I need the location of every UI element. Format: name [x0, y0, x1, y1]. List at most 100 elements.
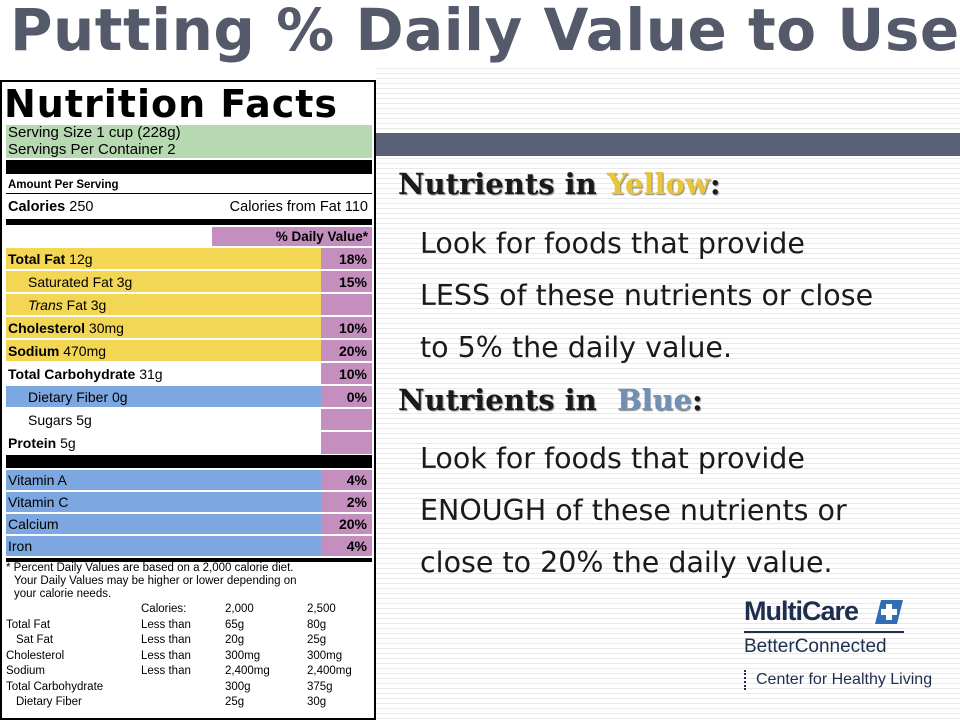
table-cell: Sat Fat [16, 634, 54, 646]
footnote-line-2: Your Daily Values may be higher or lower… [14, 575, 297, 587]
nutrient-name-bold: Protein [8, 435, 57, 451]
table-row: Total Carbohydrate 300g 375g [6, 680, 370, 696]
logo-cross-icon [875, 600, 903, 624]
table-cell: 375g [307, 680, 333, 693]
nutrient-name: Total Carbohydrate 31g [6, 366, 321, 382]
table-cell: Total Carbohydrate [6, 680, 104, 693]
nutrient-row: Protein 5g [6, 432, 372, 454]
nutrient-amount: 12g [65, 250, 93, 267]
vitamin-percent: 2% [321, 492, 372, 512]
nutrient-row: Total Fat 12g 18% [6, 248, 372, 269]
serving-info-panel [6, 125, 372, 158]
nutrient-percent: 20% [321, 340, 372, 361]
yellow-line-3: to 5% the daily value. [420, 331, 732, 364]
table-cell: 25g [225, 696, 245, 708]
nutrient-name: Sodium 470mg [6, 343, 321, 359]
amount-per-serving: Amount Per Serving [8, 179, 119, 191]
footnote-rule [6, 558, 372, 562]
table-cell: 300mg [307, 649, 343, 662]
blue-line-1: Look for foods that provide [420, 442, 805, 475]
table-cell: 2,400mg [307, 665, 352, 677]
yellow-heading: Nutrients in Yellow: [398, 167, 721, 201]
vitamin-name: Calcium [8, 516, 59, 532]
nutrient-percent: 0% [321, 386, 372, 407]
nutrient-percent: 18% [321, 248, 372, 269]
blue-heading-suffix: : [692, 383, 703, 417]
nutrient-name-bold: Total Carbohydrate [8, 365, 136, 382]
yellow-heading-word: Yellow [606, 167, 710, 201]
vitamin-row: Vitamin C 2% [6, 492, 372, 512]
table-cell: Cholesterol [6, 649, 65, 662]
table-row: Total Fat Less than 65g 80g [6, 618, 370, 634]
vitamin-percent: 20% [321, 514, 372, 534]
slide-title: Putting % Daily Value to Use [10, 0, 960, 64]
thin-rule [6, 193, 372, 194]
nutrient-percent [321, 294, 372, 315]
nutrient-name-bold: Total Fat [8, 250, 66, 267]
blue-body: Look for foods that provide ENOUGH of th… [420, 433, 955, 589]
nutrient-amount: 31g [135, 365, 163, 382]
table-row: Sodium Less than 2,400mg 2,400mg [6, 664, 370, 680]
nutrient-row: Dietary Fiber 0g 0% [6, 386, 372, 407]
nutrient-amount: 470mg [59, 342, 107, 359]
yellow-heading-suffix: : [709, 167, 721, 201]
table-cell: 300g [225, 680, 251, 693]
label-title: Nutrition Facts [4, 82, 339, 126]
serving-size: Serving Size 1 cup (228g) [8, 124, 181, 141]
table-cell: Less than [141, 665, 191, 677]
table-cell: Sodium [6, 665, 45, 677]
vitamin-percent: 4% [321, 536, 372, 556]
table-cell [141, 680, 225, 696]
vitamin-row: Calcium 20% [6, 514, 372, 534]
footnote-line-1: * Percent Daily Values are based on a 2,… [6, 562, 294, 574]
nutrient-percent [321, 409, 372, 430]
table-cell: 300mg [225, 649, 261, 662]
table-cell: Less than [141, 649, 191, 662]
nutrient-name: Total Fat 12g [6, 251, 321, 267]
nutrient-name: Sugars 5g [6, 412, 321, 428]
nutrient-row: Sodium 470mg 20% [6, 340, 372, 361]
nutrient-amount: Dietary Fiber 0g [28, 388, 128, 405]
nutrient-row: Sugars 5g [6, 409, 372, 430]
thick-rule [6, 160, 372, 174]
yellow-heading-prefix: Nutrients in [398, 167, 607, 201]
daily-value-header-row: % Daily Value* [6, 227, 372, 246]
nutrient-row: Saturated Fat 3g 15% [6, 271, 372, 292]
calories-row: Calories 250 Calories from Fat 110 [6, 196, 372, 218]
nutrient-amount: Saturated Fat 3g [28, 273, 133, 290]
nutrient-name: Cholesterol 30mg [6, 320, 321, 336]
logo-divider [744, 631, 904, 633]
background-stripes [376, 64, 960, 720]
vitamins-rule [6, 455, 372, 468]
vitamin-percent: 4% [321, 470, 372, 490]
nutrient-name: Saturated Fat 3g [6, 274, 321, 290]
vitamin-name: Iron [8, 538, 33, 554]
logo-tagline: Center for Healthy Living [744, 670, 932, 690]
blue-line-3: close to 20% the daily value. [420, 546, 833, 579]
table-body: Total Fat Less than 65g 80g Sat Fat Less than… [6, 618, 370, 711]
yellow-body: Look for foods that provide LESS of thes… [420, 218, 955, 374]
calories-value: 250 [69, 199, 94, 215]
nutrient-percent: 10% [321, 317, 372, 338]
nutrition-facts-label: Nutrition Facts Serving Size 1 cup (228g… [0, 80, 376, 720]
table-cell: Less than [141, 634, 191, 646]
nutrient-name: Trans Fat 3g [6, 297, 321, 313]
accent-bar [376, 133, 960, 156]
yellow-line-2: LESS of these nutrients or close [420, 279, 874, 312]
table-cell: 2,400mg [225, 665, 270, 677]
table-header-cell: 2,500 [307, 603, 336, 615]
logo-subtitle: BetterConnected [744, 636, 887, 657]
logo-wordmark: MultiCare [744, 596, 859, 626]
table-row: Sat Fat Less than 20g 25g [6, 633, 370, 649]
blue-line-2: ENOUGH of these nutrients or [420, 494, 847, 527]
nutrient-row: Cholesterol 30mg 10% [6, 317, 372, 338]
table-row: Dietary Fiber 25g 30g [6, 695, 370, 711]
table-cell: 80g [307, 618, 327, 631]
nutrient-amount: 30mg [85, 319, 124, 336]
nutrient-amount: Sugars 5g [28, 411, 92, 428]
nutrient-name-italic: Trans [28, 296, 63, 313]
blue-heading: Nutrients in Blue: [398, 383, 703, 417]
table-cell: Less than [141, 618, 191, 631]
nutrient-row: Trans Fat 3g [6, 294, 372, 315]
table-cell: Total Fat [6, 618, 51, 631]
